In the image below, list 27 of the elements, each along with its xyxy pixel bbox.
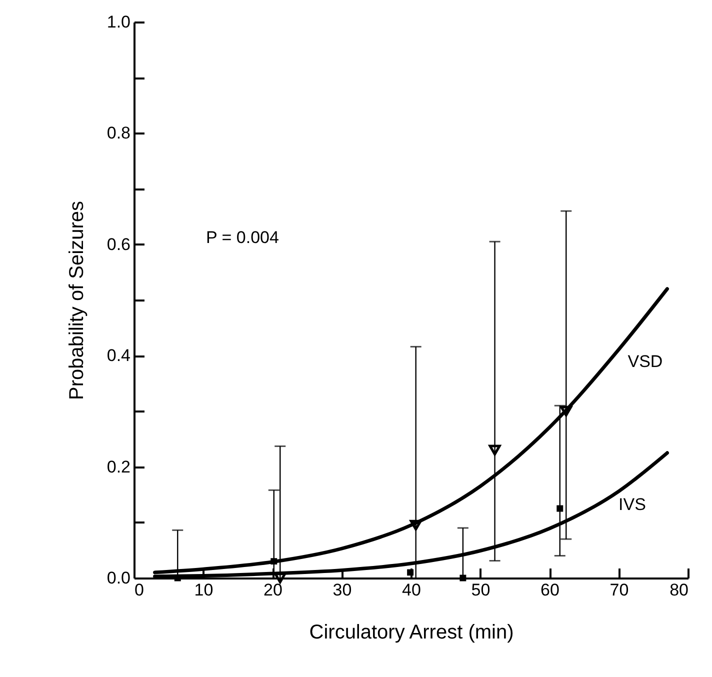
point [410,520,422,531]
x-tick-label: 80 [670,580,688,600]
x-axis-title: Circulatory Arrest (min) [309,622,514,644]
y-tick-label: 0.0 [106,568,130,588]
x-tick-label: 0 [134,580,144,600]
point [407,569,414,576]
y-tick-label: 0.8 [106,124,130,143]
point [560,406,572,417]
x-tick-label: 20 [264,580,282,600]
y-tick-label: 1.0 [106,12,130,32]
point [488,444,501,456]
y-tick-label: 0.2 [106,457,130,476]
x-tick-label: 30 [332,580,352,600]
x-tick-label: 60 [540,580,560,600]
point [460,574,466,582]
x-tick-label: 70 [610,580,629,600]
y-tick-label: 0.6 [106,234,130,254]
series-label: VSD [628,352,663,371]
y-tick-label: 0.4 [106,346,130,366]
annotation: P = 0.004 [206,228,279,247]
y-axis-title: Probability of Seizures [66,201,88,400]
point [556,505,564,512]
x-tick-label: 10 [194,580,214,600]
point [270,558,278,565]
x-tick-label: 40 [402,580,421,600]
series-label: IVS [618,494,646,514]
x-tick-label: 50 [471,580,490,600]
